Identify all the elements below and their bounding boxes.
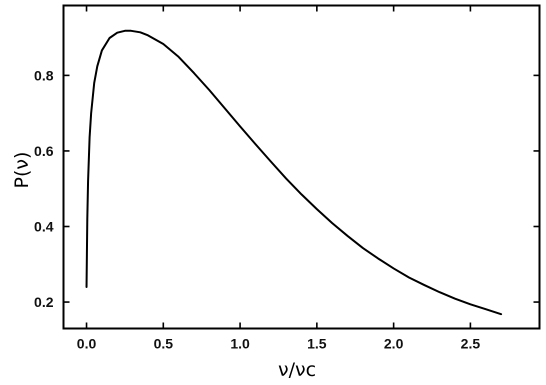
axis-ticks — [63, 5, 540, 329]
y-axis-label: P(ν) — [11, 152, 33, 189]
x-tick-label: 1.5 — [307, 336, 327, 352]
x-tick-label: 2.0 — [384, 336, 404, 352]
tick-labels: 0.0 0.5 1.0 1.5 2.0 2.5 0.2 0.4 0.6 0.8 — [34, 67, 480, 351]
y-tick-label: 0.8 — [34, 67, 54, 83]
x-tick-label: 2.5 — [461, 336, 481, 352]
x-axis-label: ν/νc — [278, 359, 316, 381]
x-tick-label: 0.5 — [154, 336, 174, 352]
plot-frame — [62, 4, 541, 330]
x-tick-label: 0.0 — [77, 336, 97, 352]
series-line — [85, 29, 503, 316]
y-tick-label: 0.2 — [34, 294, 54, 310]
y-tick-label: 0.6 — [34, 143, 54, 159]
plot-area — [62, 4, 541, 330]
y-tick-label: 0.4 — [34, 219, 54, 235]
series-layer — [85, 29, 503, 316]
x-tick-label: 1.0 — [230, 336, 250, 352]
